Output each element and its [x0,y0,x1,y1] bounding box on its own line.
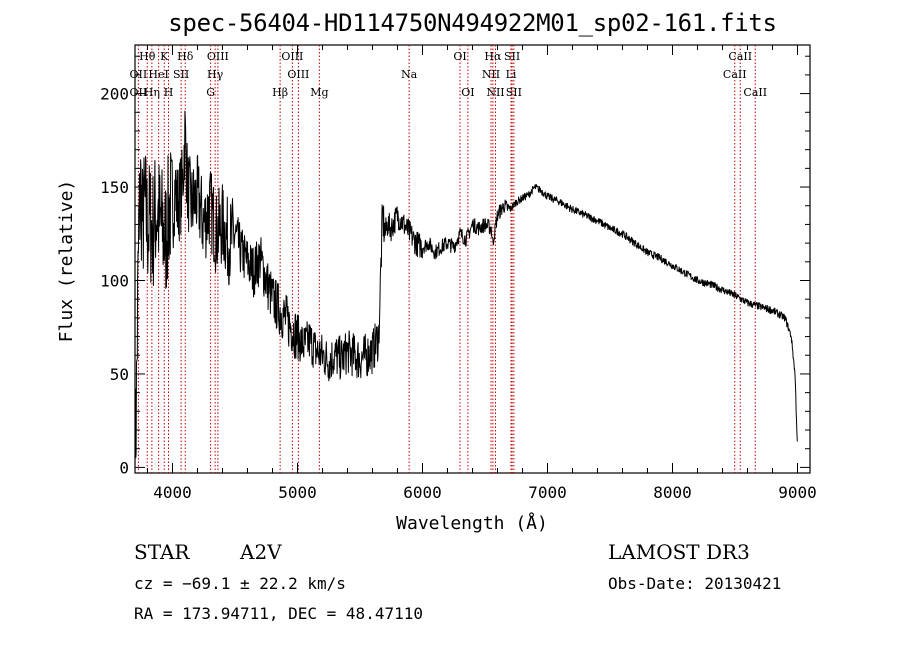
y-tick-label: 200 [100,85,129,104]
emission-line-label: Na [401,68,418,81]
emission-line-label: SII [504,50,520,63]
emission-line-label: OII [130,86,148,99]
object-subclass: A2V [240,540,282,564]
emission-line-label: OI [453,50,466,63]
emission-line-label: SII [173,68,189,81]
emission-line-label: Hγ [207,68,224,81]
x-axis-label: Wavelength (Å) [396,512,548,534]
x-tick-label: 5000 [278,483,317,502]
emission-line-label: OI [461,86,474,99]
emission-line-label: NII [482,68,500,81]
emission-line-label: Hβ [272,86,288,99]
emission-line-label: HeI [148,68,168,81]
emission-line-label: Hθ [139,50,156,63]
emission-line-label: G [206,86,215,99]
emission-line-label: Mg [310,86,328,99]
emission-line-markers [137,45,756,473]
emission-line-label: NII [486,86,504,99]
y-axis-ticks: 0 50 100 150 200 [100,55,810,477]
emission-line-label: OIII [207,50,229,63]
y-axis-label: Flux (relative) [56,180,77,343]
object-type: STAR [134,540,190,564]
emission-line-label: SII [506,86,522,99]
survey-name: LAMOST DR3 [608,540,750,564]
chart-title: spec-56404-HD114750N494922M01_sp02-161.f… [168,9,777,37]
emission-line-label: Hη [144,86,160,99]
x-tick-label: 4000 [153,483,192,502]
y-tick-label: 50 [110,365,129,384]
x-tick-label: 9000 [778,483,817,502]
emission-line-label: CaII [743,86,767,99]
emission-line-label: Li [506,68,517,81]
y-tick-label: 0 [119,458,129,477]
y-tick-label: 150 [100,178,129,197]
emission-line-label: CaII [723,68,747,81]
x-tick-label: 8000 [653,483,692,502]
emission-line-label: CaII [728,50,752,63]
emission-line-label: OIII [281,50,303,63]
y-tick-label: 100 [100,271,129,290]
plot-frame [134,44,811,474]
observation-date: Obs-Date: 20130421 [608,574,782,593]
emission-line-label: K [160,50,169,63]
x-axis-ticks: 4000 5000 6000 7000 8000 9000 [147,45,817,502]
emission-line-label: OIII [287,68,309,81]
emission-line-label: H [164,86,174,99]
emission-line-label: Hα [484,50,502,63]
emission-line-label: Hδ [177,50,194,63]
x-tick-label: 7000 [528,483,567,502]
x-tick-label: 6000 [403,483,442,502]
coordinates: RA = 173.94711, DEC = 48.47110 [134,604,423,623]
redshift-cz: cz = −69.1 ± 22.2 km/s [134,574,346,593]
spectrum-line [134,110,798,468]
